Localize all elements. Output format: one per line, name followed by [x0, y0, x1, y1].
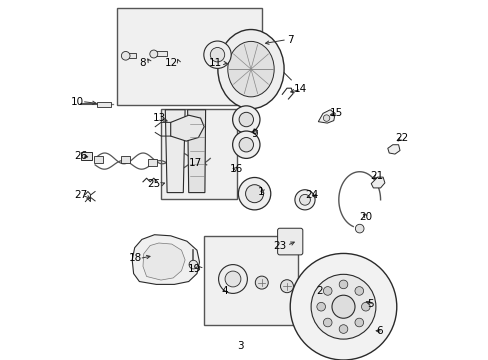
Text: 14: 14 — [294, 84, 307, 94]
Ellipse shape — [227, 41, 274, 97]
Text: 8: 8 — [140, 58, 146, 68]
Text: 11: 11 — [208, 58, 221, 68]
Text: 6: 6 — [375, 326, 382, 336]
Text: 17: 17 — [189, 158, 202, 168]
Circle shape — [245, 185, 263, 203]
Circle shape — [361, 302, 369, 311]
Circle shape — [355, 224, 363, 233]
Text: 13: 13 — [152, 113, 165, 123]
Polygon shape — [132, 235, 199, 284]
Circle shape — [203, 41, 231, 68]
Bar — [155, 51, 166, 56]
Bar — [97, 102, 110, 107]
Text: 4: 4 — [221, 286, 227, 296]
Circle shape — [210, 48, 224, 62]
Text: 22: 22 — [394, 132, 407, 143]
Circle shape — [238, 177, 270, 210]
Circle shape — [331, 295, 354, 318]
Circle shape — [239, 112, 253, 127]
Circle shape — [354, 318, 363, 327]
Circle shape — [316, 302, 325, 311]
Circle shape — [224, 271, 241, 287]
Circle shape — [354, 287, 363, 295]
Bar — [81, 152, 92, 160]
Bar — [204, 236, 297, 325]
Circle shape — [339, 325, 347, 333]
Circle shape — [289, 253, 396, 360]
Bar — [161, 109, 236, 199]
Text: 23: 23 — [273, 240, 286, 251]
Circle shape — [323, 115, 329, 121]
Circle shape — [232, 106, 260, 133]
Text: 7: 7 — [286, 35, 293, 45]
Polygon shape — [370, 177, 384, 188]
Bar — [117, 8, 261, 105]
Text: 20: 20 — [358, 212, 371, 222]
Text: 15: 15 — [329, 108, 343, 118]
Polygon shape — [165, 110, 185, 193]
Ellipse shape — [218, 30, 284, 109]
Text: 26: 26 — [75, 150, 88, 161]
Bar — [148, 159, 157, 166]
Text: 27: 27 — [75, 190, 88, 200]
Polygon shape — [187, 110, 205, 193]
Circle shape — [121, 51, 130, 60]
Circle shape — [323, 318, 331, 327]
Circle shape — [310, 274, 375, 339]
Text: 1: 1 — [258, 186, 264, 197]
Bar — [125, 53, 136, 58]
Text: 5: 5 — [366, 299, 373, 309]
Circle shape — [294, 190, 314, 210]
Circle shape — [189, 260, 197, 269]
FancyBboxPatch shape — [277, 228, 302, 255]
Circle shape — [323, 287, 331, 295]
Circle shape — [232, 131, 260, 158]
Circle shape — [339, 280, 347, 289]
Circle shape — [299, 194, 310, 205]
Circle shape — [149, 50, 158, 58]
Circle shape — [255, 276, 268, 289]
Bar — [94, 156, 103, 163]
Text: 18: 18 — [128, 253, 142, 264]
Text: 19: 19 — [187, 264, 200, 274]
Bar — [121, 156, 130, 163]
Text: 9: 9 — [250, 129, 257, 139]
Polygon shape — [170, 115, 204, 141]
Text: 16: 16 — [229, 164, 242, 174]
Polygon shape — [142, 243, 185, 280]
Text: 12: 12 — [165, 58, 178, 68]
Text: 21: 21 — [369, 171, 382, 181]
Circle shape — [239, 138, 253, 152]
Text: 10: 10 — [71, 96, 84, 107]
Circle shape — [280, 280, 293, 293]
Polygon shape — [318, 110, 335, 123]
Text: 25: 25 — [147, 179, 160, 189]
Text: 3: 3 — [236, 341, 243, 351]
Polygon shape — [387, 145, 399, 154]
Text: 24: 24 — [305, 190, 318, 200]
Circle shape — [218, 265, 247, 293]
Text: 2: 2 — [315, 286, 322, 296]
